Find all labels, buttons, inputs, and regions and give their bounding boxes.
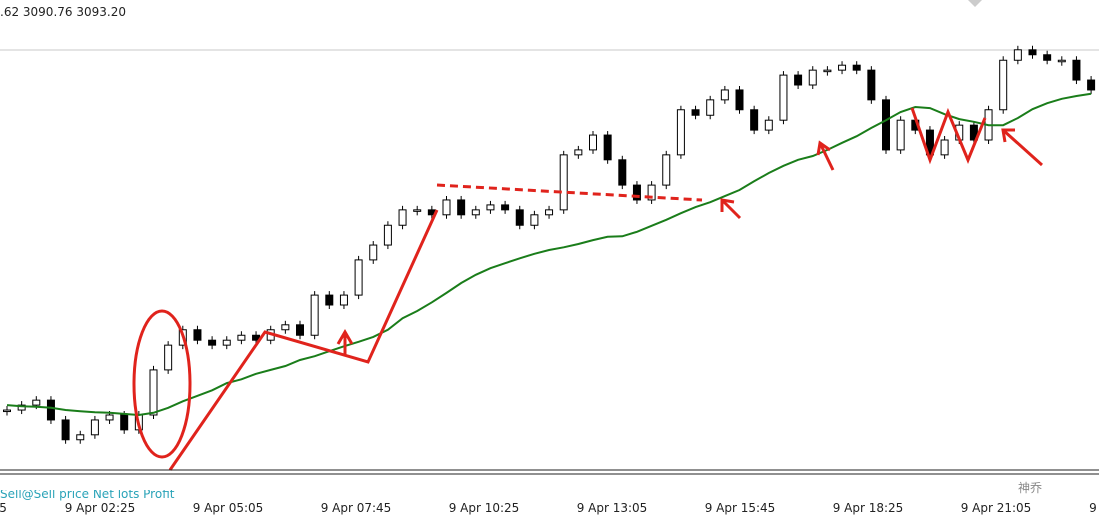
x-tick-label: 9 Apr 02:25 <box>65 501 136 515</box>
candle <box>779 74 788 121</box>
candle <box>164 344 173 371</box>
candle <box>1043 54 1052 61</box>
candle <box>222 339 231 346</box>
x-tick-label: 9 Apr 15:45 <box>705 501 776 515</box>
candle <box>383 224 392 246</box>
x-tick-label: 5 <box>0 501 7 515</box>
candle <box>61 419 70 441</box>
candle <box>530 214 539 226</box>
x-axis: 5 9 Apr 02:25 9 Apr 05:05 9 Apr 07:45 9 Apr … <box>0 501 1097 515</box>
x-tick-label: 9 <box>1089 501 1097 515</box>
candle <box>574 149 583 156</box>
candle <box>618 159 627 186</box>
candle <box>3 409 11 413</box>
annotation-arrow <box>818 142 835 171</box>
candle <box>339 294 348 306</box>
candle <box>896 119 905 151</box>
candle <box>310 294 319 336</box>
candle <box>193 329 202 341</box>
candle <box>838 64 847 71</box>
candle <box>589 134 597 151</box>
candle <box>925 129 934 156</box>
trade-info: Sell@Sell price Net lots Profit <box>0 487 175 501</box>
candle <box>867 69 876 101</box>
candle <box>501 204 510 211</box>
candle <box>105 414 114 421</box>
candle <box>750 109 759 131</box>
candle <box>46 399 55 421</box>
candle <box>823 69 832 73</box>
annotation-arrow <box>720 198 742 220</box>
candle <box>1013 49 1022 61</box>
candle <box>882 99 890 151</box>
annotation-dashed <box>436 183 703 202</box>
candle <box>90 419 99 436</box>
x-tick-label: 9 Apr 10:25 <box>449 501 520 515</box>
candle <box>457 199 466 216</box>
moving-average <box>6 92 1092 417</box>
candle <box>764 119 773 131</box>
candle <box>662 154 671 186</box>
candle <box>296 324 304 336</box>
candle <box>354 259 363 296</box>
candle <box>208 339 217 346</box>
annotation-arrow <box>1001 128 1044 167</box>
cutoff <box>0 484 1099 490</box>
candle <box>1072 59 1081 81</box>
annotation-ellipse <box>132 309 192 459</box>
candle <box>515 209 524 226</box>
x-tick-label: 9 Apr 13:05 <box>577 501 648 515</box>
candle <box>706 99 715 116</box>
annotation-zigzag <box>910 107 987 165</box>
candle <box>969 124 978 141</box>
candle <box>149 369 158 416</box>
candle <box>120 414 129 431</box>
x-tick-label: 9 Apr 18:25 <box>833 501 904 515</box>
ohlc-header: .62 3090.76 3093.20 <box>0 5 126 19</box>
candle <box>647 184 656 201</box>
candle <box>413 209 422 212</box>
candle <box>32 399 41 406</box>
candle <box>559 154 568 211</box>
candle <box>603 134 612 161</box>
candle <box>999 59 1008 111</box>
annotations <box>132 107 1044 471</box>
candle <box>691 109 700 116</box>
x-tick-label: 9 Apr 07:45 <box>321 501 392 515</box>
candle <box>632 184 641 201</box>
candle <box>794 74 803 86</box>
candle <box>940 139 949 156</box>
candle <box>676 109 685 156</box>
candle <box>1028 49 1037 56</box>
candle <box>852 64 861 71</box>
candle <box>325 294 334 306</box>
candle <box>720 89 729 101</box>
candle <box>369 244 378 261</box>
candle <box>486 204 495 211</box>
candle <box>735 89 744 111</box>
candle <box>237 334 246 341</box>
candle <box>545 209 554 216</box>
candle <box>76 434 85 441</box>
candle <box>442 199 451 216</box>
x-tick-label: 9 Apr 05:05 <box>193 501 264 515</box>
candle <box>1087 79 1096 91</box>
watermark: 神乔 <box>1018 481 1042 495</box>
candle <box>808 69 817 86</box>
candle <box>1057 59 1066 63</box>
candle <box>17 404 26 411</box>
annotation-trend <box>168 209 439 471</box>
x-tick-label: 9 Apr 21:05 <box>961 501 1032 515</box>
candle <box>281 324 290 331</box>
candle <box>398 209 407 226</box>
scroll-marker <box>968 0 982 7</box>
candle <box>471 209 480 216</box>
